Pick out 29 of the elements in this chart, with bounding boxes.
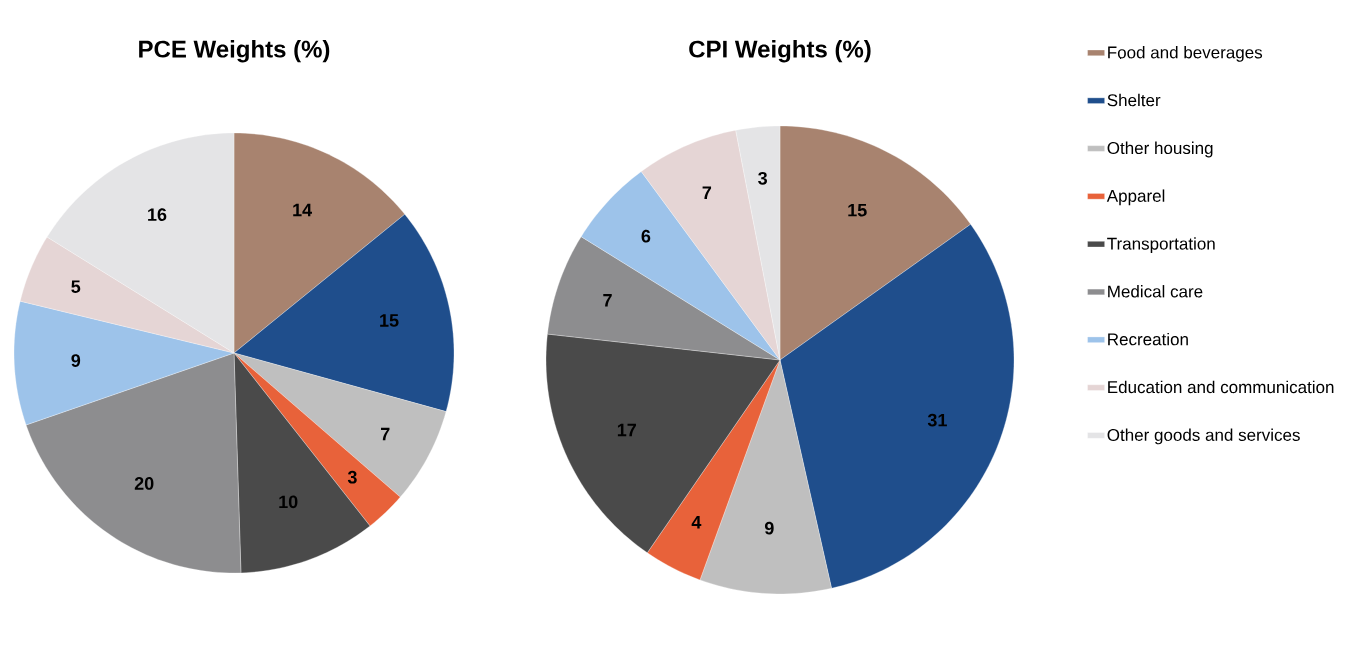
data-label: 10 [279, 495, 298, 509]
data-label: 7 [702, 186, 712, 199]
legend-label: Transportation [1107, 237, 1215, 254]
data-label: 14 [293, 203, 312, 217]
data-label: 9 [71, 354, 81, 367]
data-label: 17 [617, 423, 636, 437]
data-label: 15 [380, 314, 399, 327]
legend-label: Medical care [1108, 285, 1203, 298]
data-label: 7 [381, 427, 390, 441]
legend-label: Other goods and services [1107, 428, 1300, 445]
chart-title: CPI Weights (%) [689, 39, 871, 63]
legend-label: Food and beverages [1108, 45, 1263, 62]
data-label: 31 [927, 413, 947, 427]
legend-label: Shelter [1107, 93, 1161, 107]
data-label: 3 [758, 171, 768, 185]
data-label: 20 [134, 477, 154, 490]
chart-title: PCE Weights (%) [139, 39, 330, 63]
data-label: 9 [764, 521, 774, 535]
legend-label: Other housing [1107, 141, 1213, 158]
data-label: 4 [691, 516, 702, 529]
data-label: 3 [347, 470, 357, 484]
data-label: 7 [603, 294, 612, 307]
data-label: 5 [71, 280, 81, 293]
legend-label: Apparel [1106, 189, 1165, 206]
data-label: 6 [641, 229, 651, 243]
data-label: 15 [848, 203, 867, 217]
legend-label: Recreation [1108, 332, 1188, 346]
data-label: 16 [148, 208, 167, 221]
legend-label: Education and communication [1108, 380, 1334, 394]
